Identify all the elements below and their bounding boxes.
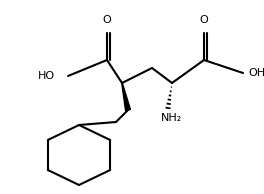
Text: O: O (200, 15, 208, 25)
Text: NH₂: NH₂ (161, 113, 183, 123)
Polygon shape (122, 83, 130, 111)
Text: HO: HO (38, 71, 55, 81)
Text: OH: OH (248, 68, 264, 78)
Text: O: O (103, 15, 111, 25)
